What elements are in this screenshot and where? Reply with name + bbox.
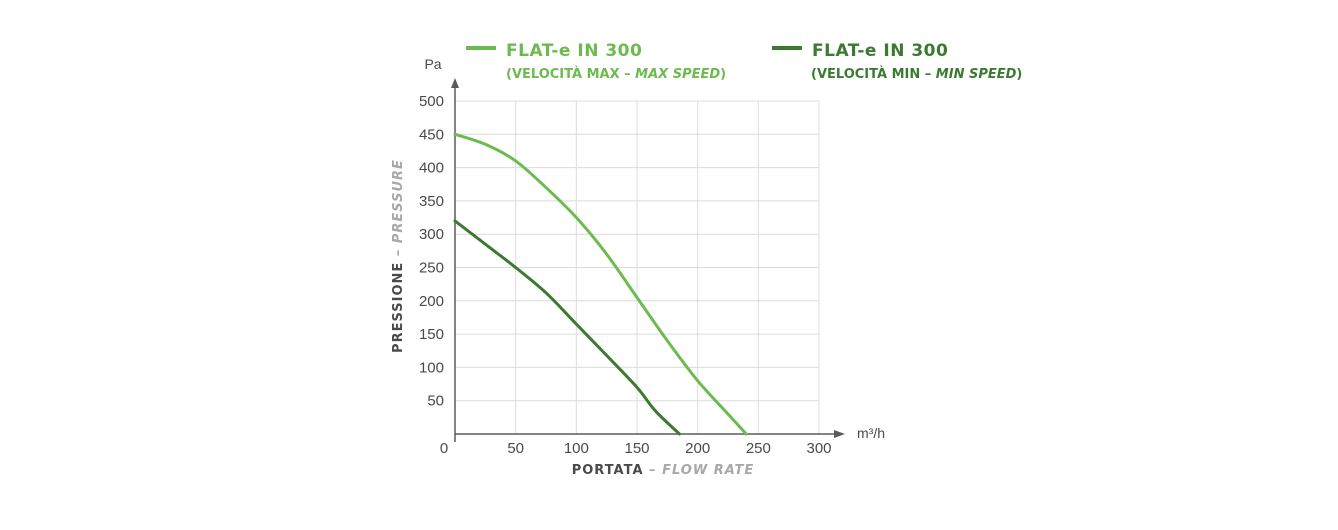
y-tick-label: 350 (419, 193, 444, 210)
y-axis-title-sub: PRESSURE (391, 159, 406, 243)
legend-subtitle-max: (VELOCITÀ MAX – MAX SPEED) (506, 66, 726, 82)
y-axis-title-main: PRESSIONE (391, 262, 406, 353)
x-tick-label: 300 (806, 440, 831, 457)
y-axis-title: PRESSIONE – PRESSURE (391, 159, 406, 353)
x-unit-label: m³/h (857, 425, 885, 441)
axes (451, 78, 845, 442)
legend-subtitle-min: (VELOCITÀ MIN – MIN SPEED) (811, 66, 1022, 82)
x-tick-label: 250 (746, 440, 771, 457)
y-tick-label: 200 (419, 293, 444, 310)
series-line-min-speed (453, 219, 681, 436)
y-tick-label: 450 (419, 126, 444, 143)
x-axis-title-sub: FLOW RATE (662, 463, 754, 478)
y-tick-label: 100 (419, 359, 444, 376)
x-tick-label: 200 (685, 440, 710, 457)
x-tick-label: 150 (624, 440, 649, 457)
legend-subtitle-max-end: ) (720, 67, 726, 82)
x-axis-title-main: PORTATA (572, 463, 644, 478)
y-unit-label: Pa (424, 56, 441, 72)
y-tick-label: 150 (419, 326, 444, 343)
legend-subtitle-min-italic: MIN SPEED (936, 67, 1017, 82)
legend-title-max: FLAT-e IN 300 (506, 41, 642, 61)
legend-subtitle-max-main: (VELOCITÀ MAX – (506, 66, 635, 82)
x-tick-label: 100 (564, 440, 589, 457)
y-tick-label: 300 (419, 226, 444, 243)
series-line-max-speed (453, 132, 748, 436)
y-tick-label: 500 (419, 93, 444, 110)
legend: FLAT-e IN 300 (VELOCITÀ MAX – MAX SPEED)… (466, 41, 1022, 82)
grid (455, 100, 820, 434)
y-tick-label: 400 (419, 160, 444, 177)
x-tick-label: 0 (440, 440, 448, 457)
series-lines (453, 132, 748, 436)
y-axis-title-dash: – (391, 243, 406, 262)
y-tick-label: 50 (427, 393, 444, 410)
tick-labels: 0 50 100 150 200 250 300 50 100 150 200 250 300 350 40… (419, 93, 832, 457)
x-tick-label: 50 (507, 440, 524, 457)
legend-item-min: FLAT-e IN 300 (VELOCITÀ MIN – MIN SPEED) (772, 41, 1022, 82)
legend-subtitle-min-main: (VELOCITÀ MIN – (811, 66, 936, 82)
y-axis-arrow (451, 78, 459, 88)
legend-subtitle-min-end: ) (1016, 67, 1022, 82)
x-axis-arrow (834, 430, 845, 438)
x-axis-title: PORTATA – FLOW RATE (572, 463, 755, 478)
legend-item-max: FLAT-e IN 300 (VELOCITÀ MAX – MAX SPEED) (466, 41, 726, 82)
y-tick-label: 250 (419, 260, 444, 277)
x-axis-title-dash: – (644, 463, 663, 478)
legend-title-min: FLAT-e IN 300 (812, 41, 948, 61)
legend-subtitle-max-italic: MAX SPEED (635, 67, 720, 82)
